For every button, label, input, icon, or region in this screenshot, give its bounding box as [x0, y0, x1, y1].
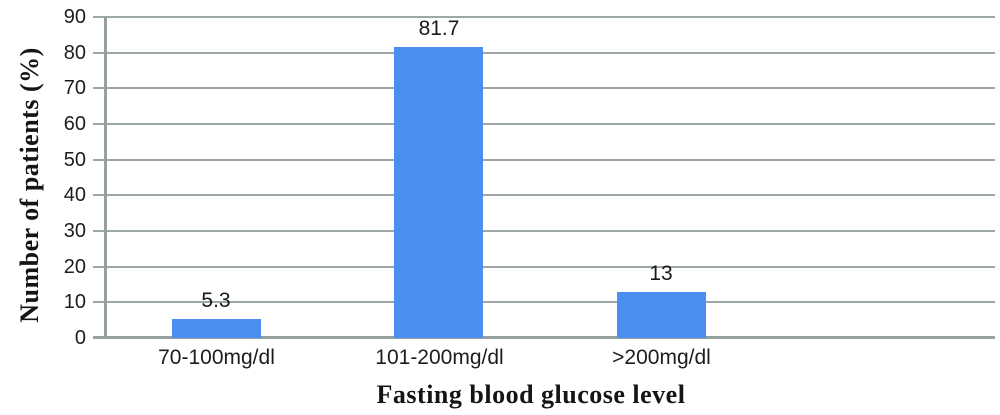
x-axis-tick-label: 101-200mg/dl — [375, 346, 504, 369]
y-axis-tick-label: 30 — [63, 220, 86, 242]
y-axis-tick-label: 10 — [63, 291, 86, 313]
y-axis-tick-label: 50 — [63, 149, 86, 171]
y-axis-tick-label: 80 — [63, 42, 86, 64]
bar-value-label: 5.3 — [201, 289, 231, 312]
y-axis-tick-label: 70 — [63, 77, 86, 99]
gridline — [93, 336, 995, 339]
bar-value-label: 81.7 — [418, 17, 460, 40]
gridline — [93, 16, 995, 18]
gridline — [93, 123, 995, 125]
y-axis-tick-label: 20 — [63, 256, 86, 278]
gridline — [93, 52, 995, 54]
bar — [394, 47, 483, 338]
y-axis-tick-label: 90 — [63, 6, 86, 28]
gridline — [93, 194, 995, 196]
y-axis-tick-label: 40 — [63, 184, 86, 206]
gridline — [93, 301, 995, 303]
bar-value-label: 13 — [649, 262, 673, 285]
x-axis-tick-label: 70-100mg/dl — [158, 346, 275, 369]
x-axis-title: Fasting blood glucose level — [376, 380, 686, 409]
y-axis-tick-label: 0 — [74, 327, 86, 349]
y-axis-line — [104, 17, 107, 339]
x-axis-tick-label: >200mg/dl — [612, 346, 711, 369]
bar — [172, 319, 261, 338]
bar — [617, 292, 706, 338]
gridline — [93, 159, 995, 161]
gridline — [93, 266, 995, 268]
gridline — [93, 87, 995, 89]
plot-area: 0 10 20 30 40 50 60 70 80 90 5.3 70-100mg/dl 81.7 101… — [64, 6, 995, 369]
y-axis-tick-label: 60 — [63, 113, 86, 135]
gridline — [93, 230, 995, 232]
